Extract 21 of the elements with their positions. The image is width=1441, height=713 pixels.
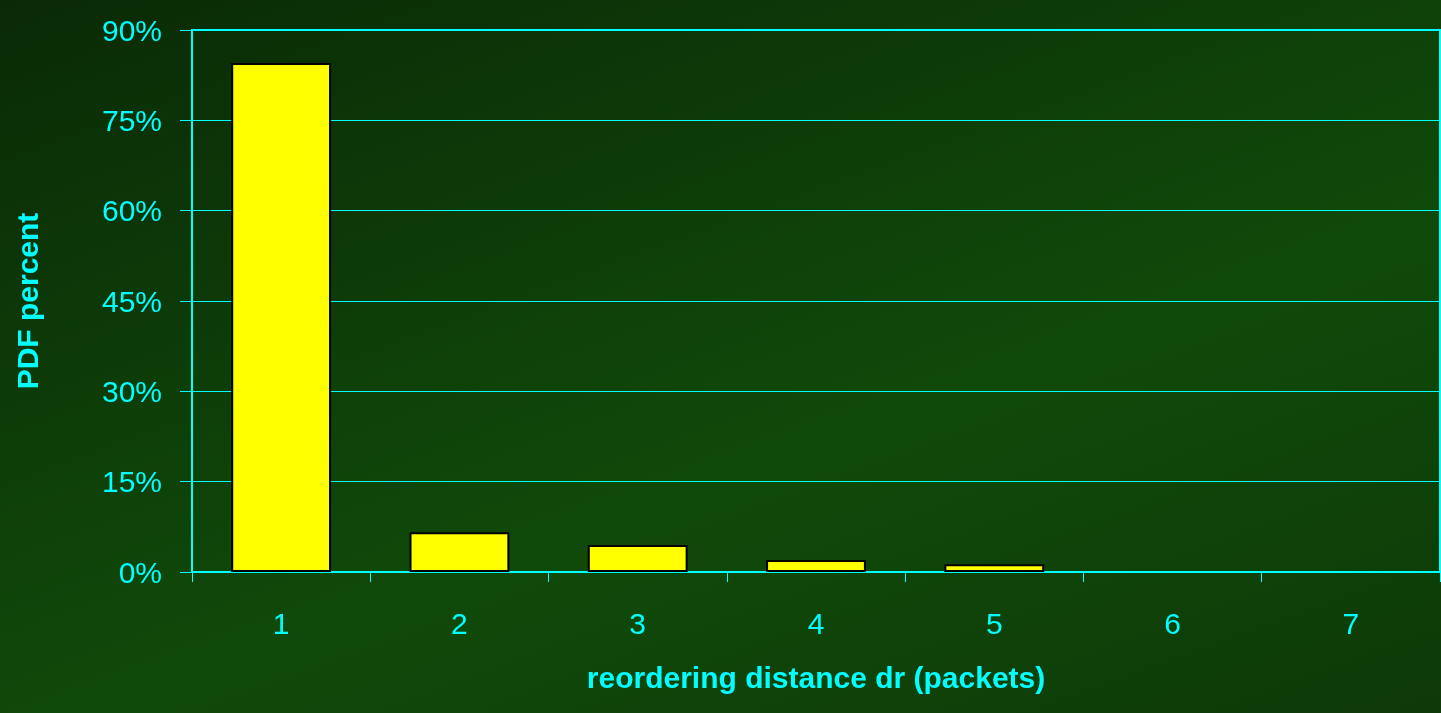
bar — [766, 559, 866, 572]
y-tick-label: 0% — [118, 555, 162, 589]
y-axis-title: PDF percent — [10, 212, 44, 390]
bar — [231, 63, 332, 572]
bar — [587, 544, 688, 572]
y-tick-label: 30% — [101, 374, 162, 408]
y-tick-label: 60% — [101, 194, 162, 228]
x-tick-label: 5 — [985, 606, 1003, 640]
y-tick-label: 15% — [101, 465, 162, 499]
bar — [409, 532, 510, 572]
y-tick-label: 75% — [101, 103, 162, 137]
y-tick-label: 90% — [101, 13, 162, 47]
x-tick-label: 7 — [1342, 606, 1360, 640]
x-tick-label: 1 — [272, 606, 290, 640]
y-tick-label: 45% — [101, 284, 162, 318]
x-tick-label: 2 — [451, 606, 468, 640]
bar — [944, 564, 1045, 572]
x-tick-label: 4 — [807, 606, 825, 640]
x-axis-title: reordering distance dr (packets) — [586, 660, 1046, 694]
x-tick-label: 3 — [629, 606, 647, 640]
x-tick-label: 6 — [1164, 606, 1181, 640]
